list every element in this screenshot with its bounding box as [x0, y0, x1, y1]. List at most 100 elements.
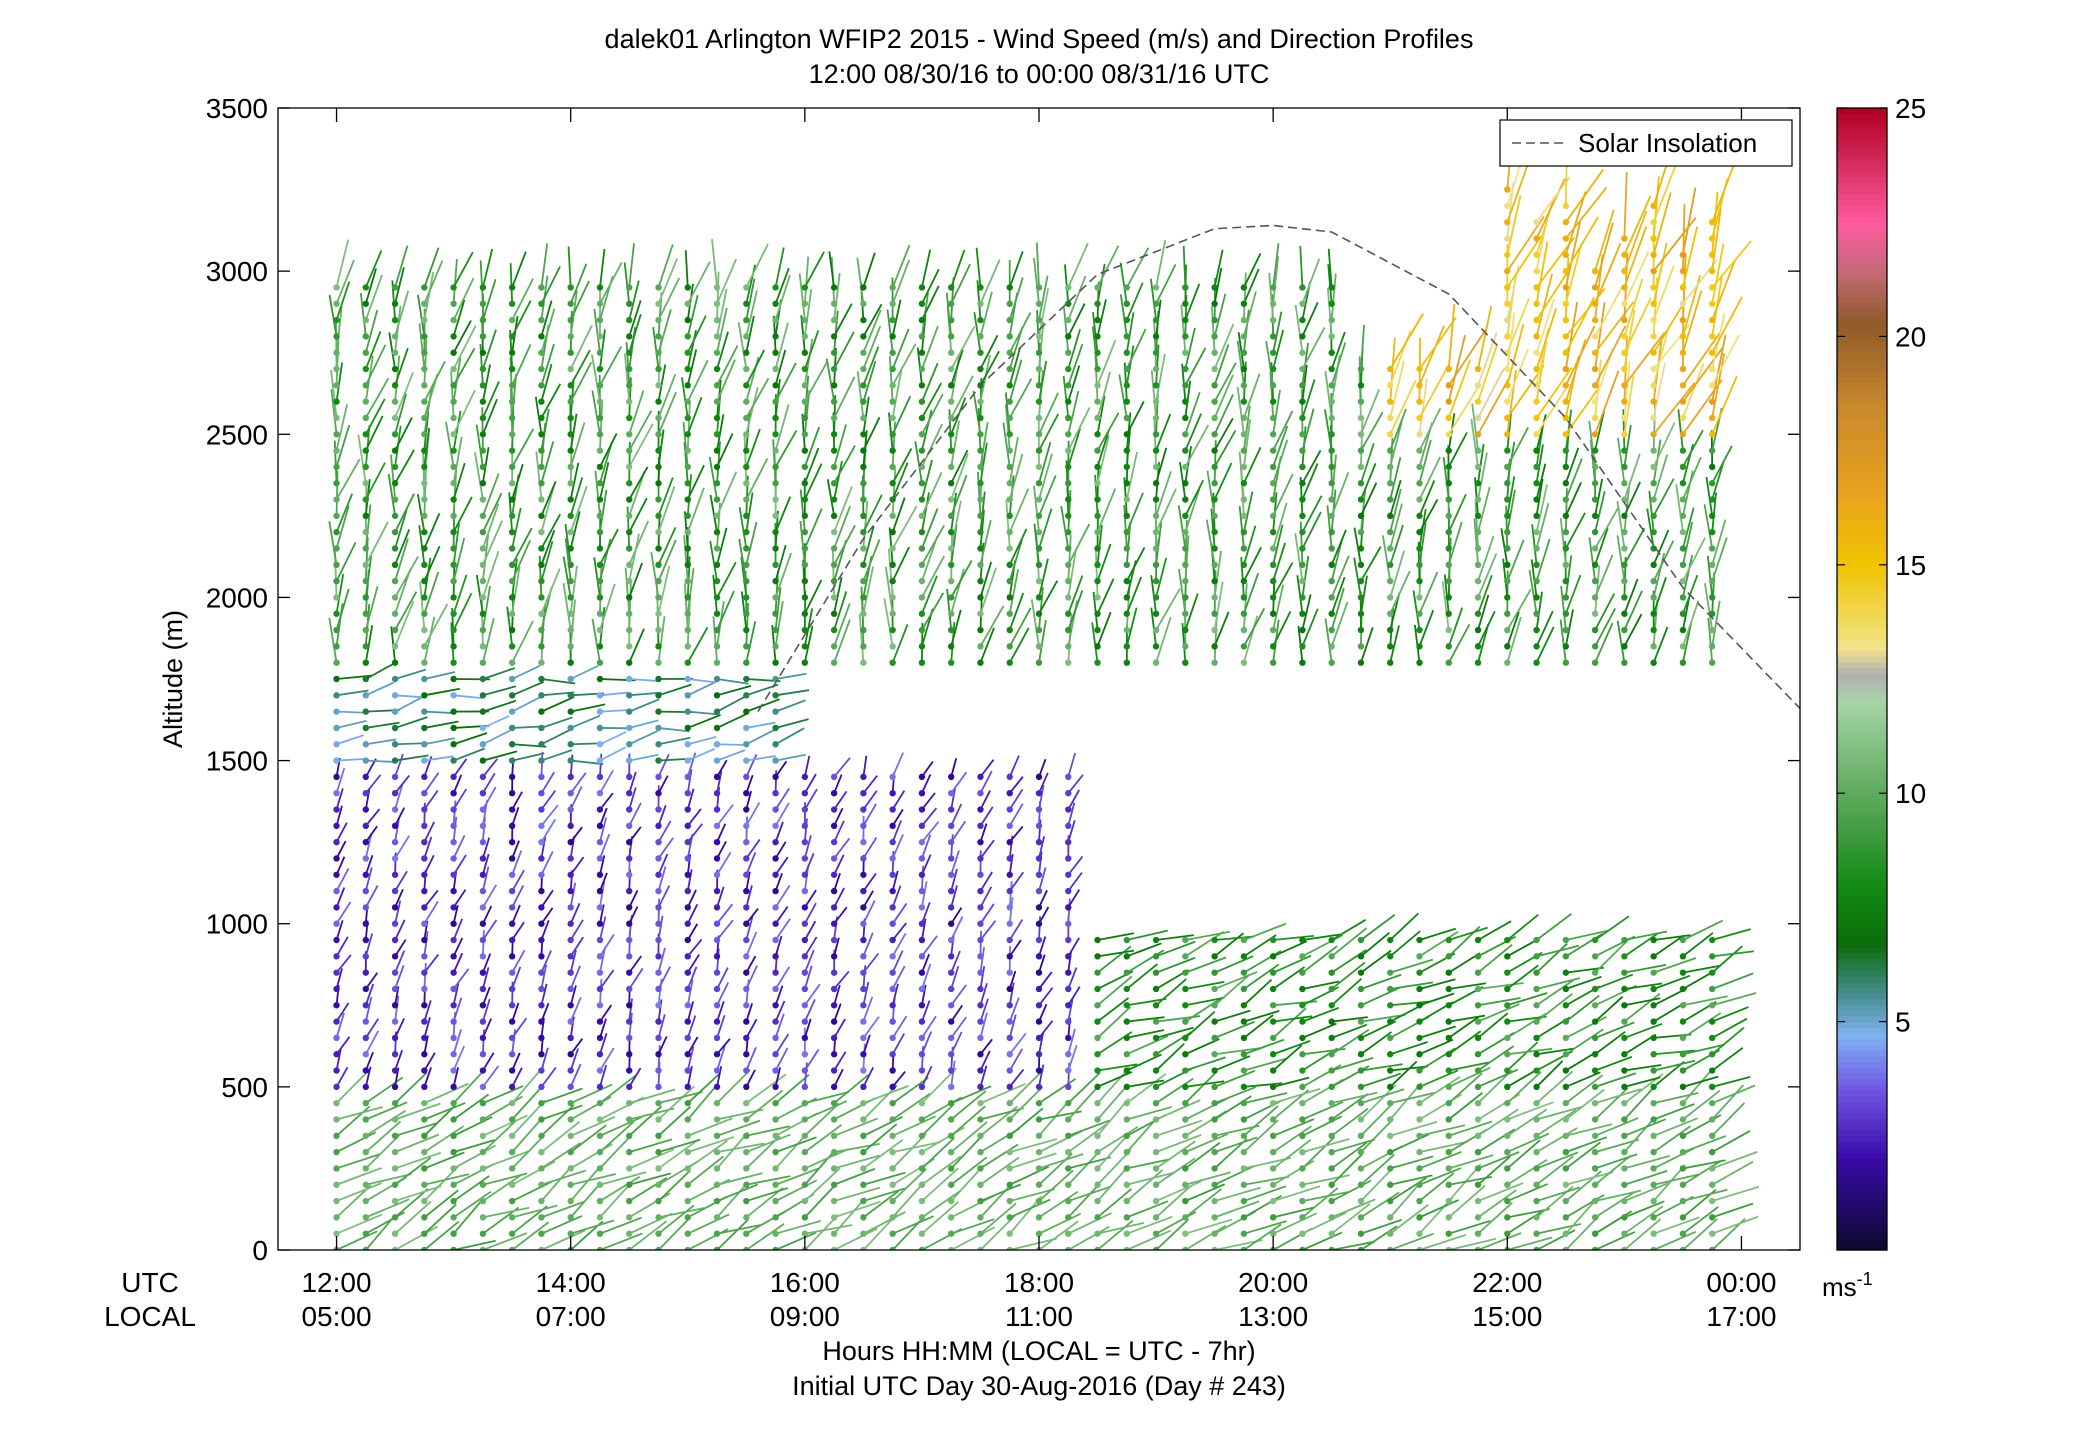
wind-vector-point [509, 839, 515, 845]
wind-vector-point [1299, 562, 1305, 568]
wind-vector-point [1299, 627, 1305, 633]
wind-vector-point [919, 513, 925, 519]
wind-vector-point [597, 1084, 603, 1090]
wind-vector-point [1007, 1100, 1013, 1106]
wind-vector-point [889, 969, 895, 975]
wind-vector-point [1446, 937, 1452, 943]
wind-vector-point [802, 643, 808, 649]
wind-vector-point [802, 1035, 808, 1041]
wind-vector-point [685, 643, 691, 649]
wind-vector-point [831, 496, 837, 502]
wind-vector-point [1358, 447, 1364, 453]
wind-vector-point [655, 790, 661, 796]
wind-vector-point [772, 398, 778, 404]
wind-vector-point [772, 562, 778, 568]
wind-vector-point [363, 382, 369, 388]
wind-vector-point [1036, 496, 1042, 502]
wind-vector-point [1036, 464, 1042, 470]
wind-vector-point [1446, 1084, 1452, 1090]
wind-vector-point [392, 1182, 398, 1188]
wind-vector-point [1592, 594, 1598, 600]
wind-vector-point [1475, 1051, 1481, 1057]
wind-vector-point [1621, 1002, 1627, 1008]
wind-vector-point [1270, 1149, 1276, 1155]
wind-vector-point [1241, 986, 1247, 992]
wind-vector-point [685, 823, 691, 829]
wind-vector-point [480, 333, 486, 339]
wind-vector-point [597, 888, 603, 894]
wind-vector-point [1065, 496, 1071, 502]
wind-vector-point [860, 398, 866, 404]
wind-vector-point [831, 562, 837, 568]
wind-vector-point [1387, 594, 1393, 600]
wind-vector-point [889, 431, 895, 437]
wind-vector-point [1065, 969, 1071, 975]
wind-vector-point [1650, 1051, 1656, 1057]
wind-vector-point [1358, 1230, 1364, 1236]
wind-vector-point [1094, 1116, 1100, 1122]
wind-vector-point [450, 545, 456, 551]
wind-vector-point [831, 1100, 837, 1106]
wind-vector-point [1241, 1133, 1247, 1139]
wind-vector-point [831, 774, 837, 780]
wind-vector-point [509, 1035, 515, 1041]
wind-vector-point [1680, 398, 1686, 404]
wind-vector-point [567, 708, 573, 714]
wind-vector-point [538, 480, 544, 486]
wind-vector-point [1446, 594, 1452, 600]
wind-vector-point [1650, 366, 1656, 372]
wind-vector-point [1709, 317, 1715, 323]
wind-vector-point [831, 937, 837, 943]
wind-vector-point [538, 855, 544, 861]
wind-vector-point [1504, 969, 1510, 975]
wind-vector-point [333, 1198, 339, 1204]
wind-vector-point [919, 529, 925, 535]
wind-vector-point [509, 611, 515, 617]
wind-vector-point [538, 333, 544, 339]
wind-vector-point [889, 1002, 895, 1008]
wind-vector-point [1124, 1100, 1130, 1106]
wind-vector-point [685, 578, 691, 584]
wind-vector-point [655, 676, 661, 682]
wind-vector-point [509, 1084, 515, 1090]
wind-vector-point [363, 953, 369, 959]
wind-vector-point [1592, 1035, 1598, 1041]
wind-vector-point [919, 611, 925, 617]
wind-vector-point [450, 659, 456, 665]
wind-vector-point [714, 578, 720, 584]
wind-vector-point [831, 333, 837, 339]
wind-vector-point [1475, 480, 1481, 486]
wind-vector-point [743, 643, 749, 649]
wind-vector-point [1592, 611, 1598, 617]
wind-vector-point [685, 904, 691, 910]
wind-vector-point [1182, 1002, 1188, 1008]
wind-vector-point [509, 725, 515, 731]
wind-vector-point [1387, 627, 1393, 633]
wind-vector-point [1709, 496, 1715, 502]
wind-vector-point [1475, 1116, 1481, 1122]
wind-vector-point [655, 431, 661, 437]
wind-vector-point [714, 480, 720, 486]
wind-vector-point [1211, 1084, 1217, 1090]
wind-vector-point [333, 1182, 339, 1188]
wind-vector-point [1124, 1002, 1130, 1008]
wind-vector-point [1416, 627, 1422, 633]
wind-vector-point [1650, 496, 1656, 502]
wind-vector-point [977, 562, 983, 568]
wind-vector-point [714, 1149, 720, 1155]
wind-vector-point [714, 969, 720, 975]
wind-vector-point [655, 1100, 661, 1106]
wind-vector-point [655, 1084, 661, 1090]
wind-vector-point [948, 562, 954, 568]
wind-vector-point [1036, 1165, 1042, 1171]
wind-vector-point [1650, 594, 1656, 600]
wind-vector-point [1182, 350, 1188, 356]
wind-vector-point [860, 790, 866, 796]
wind-vector-point [831, 464, 837, 470]
wind-vector-point [597, 611, 603, 617]
wind-vector-point [685, 611, 691, 617]
wind-vector-point [450, 921, 456, 927]
wind-vector-point [480, 284, 486, 290]
wind-vector-point [597, 937, 603, 943]
wind-vector-point [1563, 1198, 1569, 1204]
